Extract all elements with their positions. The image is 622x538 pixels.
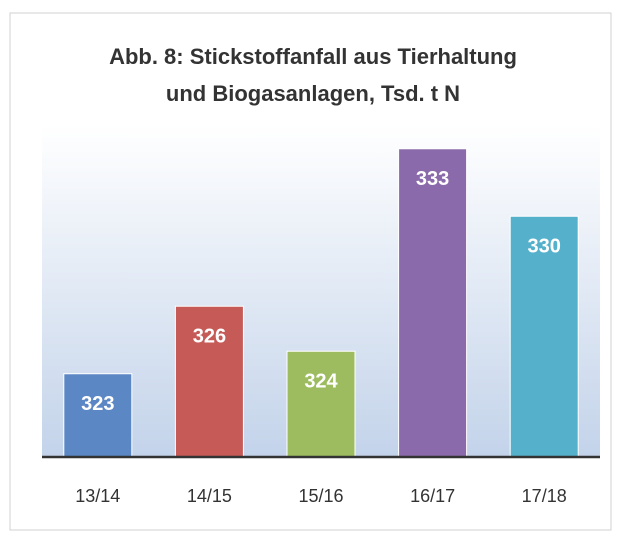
chart-title: Abb. 8: Stickstoffanfall aus Tierhaltung <box>109 44 517 69</box>
data-label: 326 <box>193 326 226 348</box>
x-tick-label: 13/14 <box>75 486 120 506</box>
data-label: 324 <box>304 371 338 393</box>
data-label: 330 <box>528 236 561 258</box>
bar <box>63 373 133 458</box>
data-label: 323 <box>81 393 114 415</box>
x-tick-label: 17/18 <box>522 486 567 506</box>
x-tick-label: 14/15 <box>187 486 232 506</box>
data-label: 333 <box>416 168 449 190</box>
x-tick-label: 16/17 <box>410 486 455 506</box>
bar <box>509 215 579 458</box>
chart-title: und Biogasanlagen, Tsd. t N <box>166 81 460 106</box>
bar <box>286 350 356 458</box>
x-tick-label: 15/16 <box>298 486 343 506</box>
bar <box>398 148 468 458</box>
bar <box>174 305 244 458</box>
